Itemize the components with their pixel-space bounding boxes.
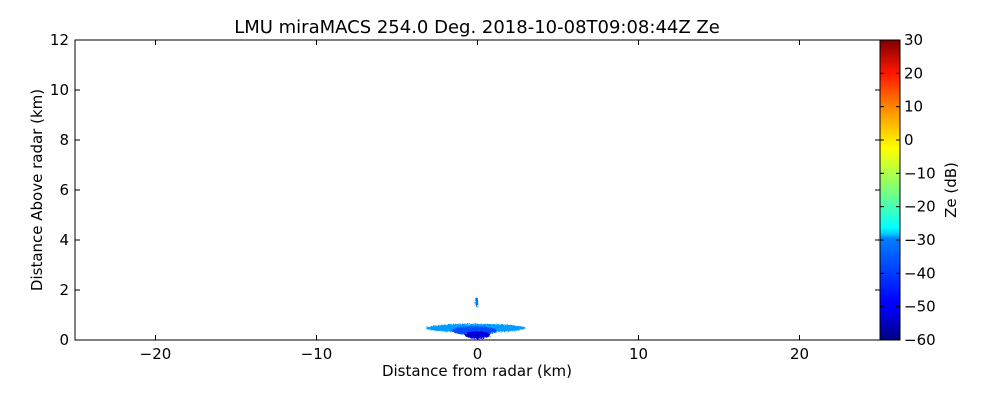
colorbar-tick-label: −60	[904, 331, 936, 349]
y-axis: 0 2 4 6 8 10 12	[50, 31, 880, 349]
y-tick-label: 10	[50, 81, 69, 99]
colorbar-tick-label: 0	[904, 131, 914, 149]
colorbar-tick-label: 10	[904, 98, 923, 116]
y-axis-label: Distance Above radar (km)	[28, 89, 46, 291]
colorbar-tick-label: 20	[904, 64, 923, 82]
plot-area	[75, 40, 880, 340]
colorbar-tick-label: −30	[904, 231, 936, 249]
x-tick-label: 10	[629, 345, 648, 363]
x-axis-label: Distance from radar (km)	[382, 362, 572, 380]
y-tick-label: 12	[50, 31, 69, 49]
colorbar-tick-label: −40	[904, 264, 936, 282]
y-tick-label: 2	[59, 281, 69, 299]
colorbar-tick-label: −50	[904, 298, 936, 316]
colorbar-tick-label: 30	[904, 31, 923, 49]
x-tick-label: 20	[790, 345, 809, 363]
colorbar	[879, 39, 901, 341]
x-tick-label: 0	[473, 345, 483, 363]
y-tick-label: 4	[59, 231, 69, 249]
colorbar-tick-label: −10	[904, 164, 936, 182]
y-tick-label: 6	[59, 181, 69, 199]
colorbar-tick-label: −20	[904, 198, 936, 216]
colorbar-ticks: 30 20 10 0 −10 −20 −30 −40 −50 −60	[880, 31, 936, 349]
y-tick-label: 0	[59, 331, 69, 349]
x-tick-label: −10	[301, 345, 333, 363]
chart-title: LMU miraMACS 254.0 Deg. 2018-10-08T09:08…	[234, 17, 720, 38]
y-tick-label: 8	[59, 131, 69, 149]
colorbar-label: Ze (dB)	[942, 162, 960, 218]
x-tick-label: −20	[140, 345, 172, 363]
echo-layer	[425, 297, 526, 339]
x-axis: −20 −10 0 10 20	[140, 40, 809, 363]
echo-region	[475, 297, 479, 308]
